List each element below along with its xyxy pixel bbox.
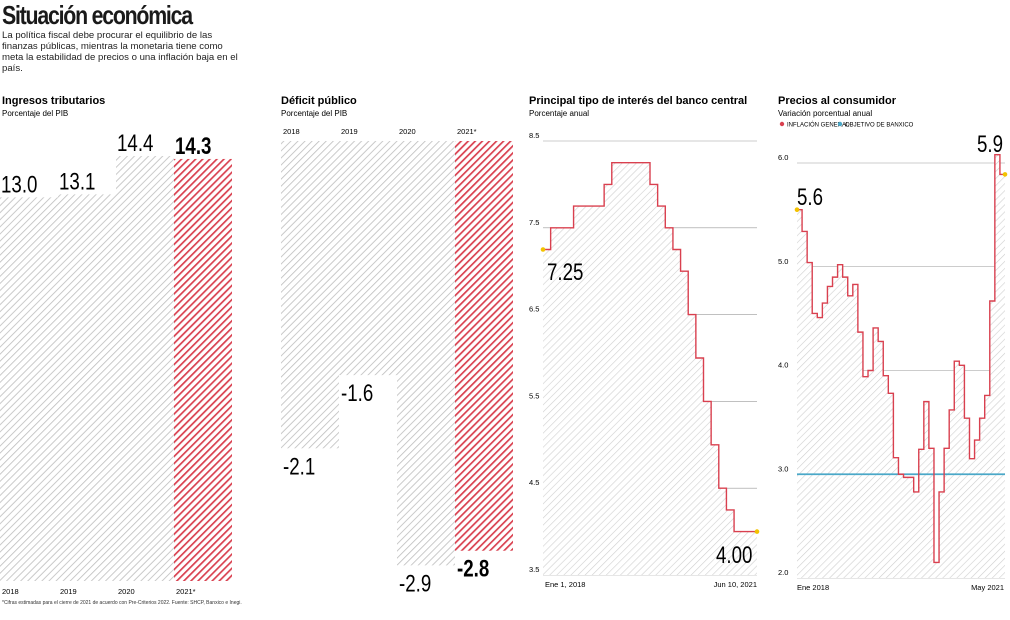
- ingresos-category-label: 2021*: [176, 587, 196, 596]
- precios-x-end: May 2021: [971, 583, 1004, 592]
- precios-start-marker: [794, 207, 800, 212]
- interes-area: [543, 162, 757, 575]
- precios-y-tick: 3.0: [778, 464, 788, 473]
- deficit-value-label: -2.1: [283, 453, 315, 480]
- interes-subtitle: Porcentaje anual: [529, 109, 589, 118]
- precios-title: Precios al consumidor: [778, 95, 897, 107]
- ingresos-bar: [58, 194, 116, 582]
- ingresos-bar: [116, 156, 174, 581]
- ingresos-value-label: 14.4: [117, 130, 153, 157]
- intro-text: La política fiscal debe procurar el equi…: [2, 30, 238, 74]
- interes-y-tick: 8.5: [529, 131, 539, 140]
- ingresos-value-label: 14.3: [175, 133, 211, 160]
- panel-deficit-publico: Déficit público Porcentaje del PIB -2.1 2…: [281, 95, 513, 597]
- interes-x-start: Ene 1, 2018: [545, 580, 585, 589]
- deficit-subtitle: Porcentaje del PIB: [281, 109, 347, 118]
- deficit-category-label: 2018: [283, 127, 300, 136]
- legend-inflacion-label: INFLACIÓN GENERAL: [787, 122, 850, 129]
- deficit-category-label: 2021*: [457, 127, 477, 136]
- interes-end-label: 4.00: [716, 542, 752, 569]
- panel-ingresos-tributarios: Ingresos tributarios Porcentaje del PIB …: [0, 95, 232, 596]
- precios-area: [797, 154, 1005, 578]
- deficit-bar: [455, 141, 513, 551]
- panel-precios-consumidor: Precios al consumidor Variación porcentu…: [778, 95, 1008, 592]
- footnote: *Cifras estimadas para el cierre de 2021…: [2, 600, 242, 606]
- legend-objetivo-label: OBJETIVO DE BANXICO: [845, 123, 914, 129]
- deficit-bar: [339, 141, 397, 376]
- interes-x-end: Jun 10, 2021: [714, 580, 757, 589]
- deficit-value-label: -1.6: [341, 380, 373, 407]
- ingresos-category-label: 2018: [2, 587, 19, 596]
- interes-start-label: 7.25: [547, 259, 583, 286]
- interes-y-tick: 6.5: [529, 305, 539, 314]
- deficit-value-label: -2.9: [399, 570, 431, 597]
- interes-y-tick: 3.5: [529, 565, 539, 574]
- precios-y-tick: 6.0: [778, 153, 788, 162]
- interes-y-tick: 5.5: [529, 391, 539, 400]
- precios-end-label: 5.9: [977, 131, 1003, 158]
- panel-tipo-interes: Principal tipo de interés del banco cent…: [529, 95, 760, 589]
- deficit-value-label: -2.8: [457, 556, 489, 583]
- ingresos-value-label: 13.1: [59, 168, 95, 195]
- interes-end-marker: [754, 529, 760, 534]
- deficit-title: Déficit público: [281, 95, 357, 107]
- precios-start-label: 5.6: [797, 184, 823, 211]
- precios-subtitle: Variación porcentual anual: [778, 109, 872, 118]
- deficit-bar: [397, 141, 455, 566]
- ingresos-category-label: 2019: [60, 587, 77, 596]
- interes-start-marker: [540, 247, 546, 252]
- ingresos-subtitle: Porcentaje del PIB: [2, 109, 68, 118]
- precios-end-marker: [1002, 172, 1008, 177]
- interes-series-line: [543, 162, 757, 533]
- deficit-bar: [281, 141, 339, 449]
- precios-x-start: Ene 2018: [797, 583, 829, 592]
- precios-y-tick: 5.0: [778, 257, 788, 266]
- page-title: Situación económica: [2, 0, 193, 30]
- deficit-category-label: 2020: [399, 127, 416, 136]
- precios-series-line: [797, 154, 1005, 564]
- precios-legend: INFLACIÓN GENERAL OBJETIVO DE BANXICO: [779, 121, 914, 129]
- precios-y-tick: 4.0: [778, 361, 788, 370]
- ingresos-category-label: 2020: [118, 587, 135, 596]
- interes-y-tick: 4.5: [529, 478, 539, 487]
- deficit-category-label: 2019: [341, 127, 358, 136]
- legend-inflacion-swatch: [779, 121, 785, 127]
- ingresos-value-label: 13.0: [1, 171, 37, 198]
- legend-objetivo-swatch: [837, 121, 843, 127]
- interes-title: Principal tipo de interés del banco cent…: [529, 95, 747, 107]
- interes-y-tick: 7.5: [529, 218, 539, 227]
- ingresos-bar: [0, 197, 58, 581]
- ingresos-title: Ingresos tributarios: [2, 95, 105, 107]
- precios-y-tick: 2.0: [778, 568, 788, 577]
- ingresos-bar: [174, 158, 232, 581]
